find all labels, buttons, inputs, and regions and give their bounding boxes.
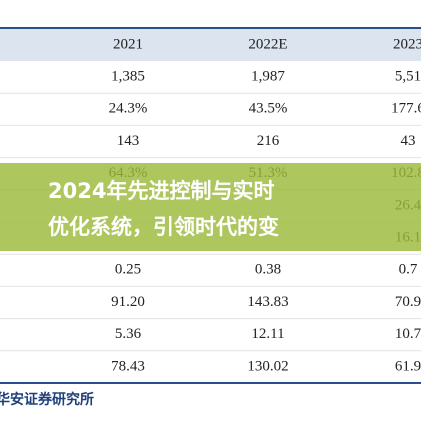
source: 华安证券研究所 (0, 391, 94, 408)
cell: 130.02 (247, 358, 288, 374)
banner-line: 2024年先进控制与实时 (48, 179, 274, 203)
cell: 5,51 (395, 69, 421, 85)
cell: 1,385 (111, 69, 145, 85)
cell: 0.7 (399, 262, 418, 278)
cell: 78.43 (111, 358, 145, 374)
cell: 43.5% (249, 101, 288, 117)
cell: 24.3% (109, 101, 148, 117)
cell: 0.25 (115, 262, 141, 278)
cell: 177.6 (391, 101, 421, 117)
header-cell: 2022E (248, 36, 287, 52)
header-cell: 2021 (113, 36, 143, 52)
cell: 143 (117, 133, 140, 149)
cell: 5.36 (115, 326, 142, 342)
cell: 70.9 (395, 294, 421, 310)
banner (0, 163, 421, 251)
cell: 0.38 (255, 262, 281, 278)
cell: 143.83 (247, 294, 288, 310)
cell: 43 (401, 133, 416, 149)
cell: 216 (257, 133, 280, 149)
cell: 91.20 (111, 294, 145, 310)
cell: 61.9 (395, 358, 421, 374)
cell: 12.11 (251, 326, 284, 342)
cell: 1,987 (251, 69, 285, 85)
top (0, 0, 421, 28)
header-bg (0, 28, 421, 61)
banner-line: 优化系统，引领时代的变 (48, 215, 279, 239)
header-cell: 2023 (393, 36, 421, 52)
cell: 10.7 (395, 326, 421, 342)
